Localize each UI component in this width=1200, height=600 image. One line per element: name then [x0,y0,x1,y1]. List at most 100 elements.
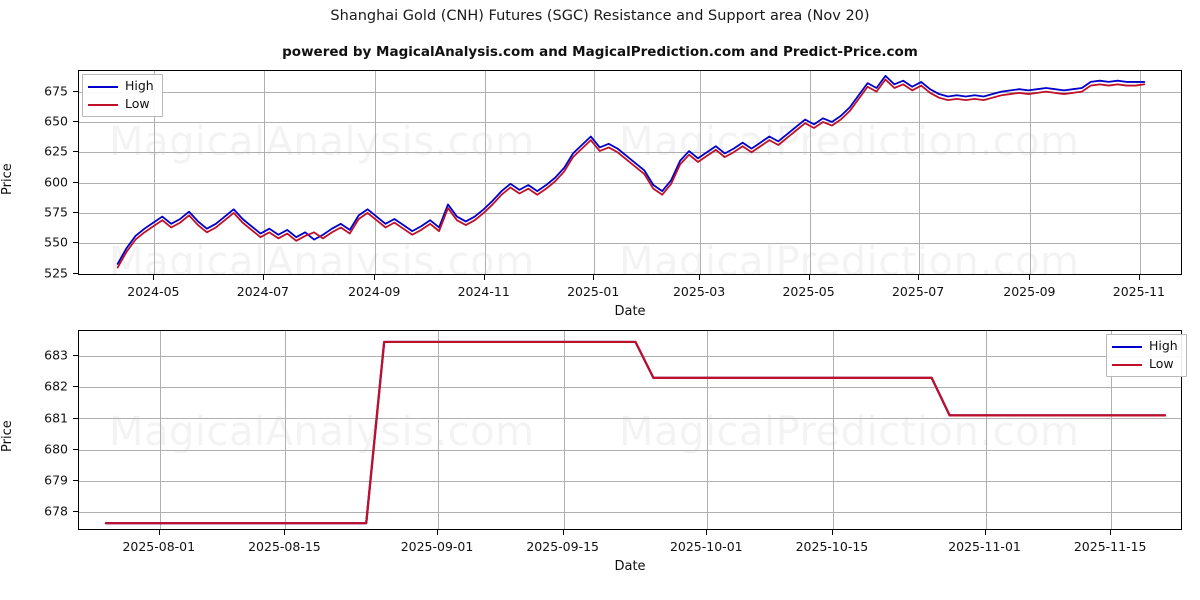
x-axis-label: Date [614,559,646,574]
x-tick-mark [699,275,701,280]
gridline-h [79,213,1181,214]
x-tick-label-2025-08-15: 2025-08-15 [248,539,321,554]
x-tick-mark [706,530,708,535]
gridline-v [564,331,565,529]
legend-row-high: High [88,79,154,94]
legend-swatch-high [1112,345,1142,348]
gridline-h [79,481,1181,482]
y-tick-label-550: 550 [44,234,68,250]
x-tick-label-2025-05: 2025-05 [782,284,835,299]
x-tick-label-2025-01: 2025-01 [567,284,620,299]
gridline-v [700,71,701,274]
x-tick-label-2025-03: 2025-03 [672,284,726,299]
y-tick-label-525: 525 [44,265,68,281]
series-line-low [116,78,1146,269]
gridline-h [79,92,1181,93]
y-tick-mark [73,120,78,122]
gridline-v [485,71,486,274]
x-tick-mark [158,530,160,535]
series-line-high [104,340,1167,525]
gridline-v [594,71,595,274]
x-tick-label-2025-10-01: 2025-10-01 [669,539,743,554]
y-tick-label-680: 680 [44,441,68,457]
y-tick-mark [73,272,78,274]
gridline-v [285,331,286,529]
x-tick-mark [562,530,564,535]
y-tick-mark [73,511,78,513]
y-tick-label-650: 650 [44,113,68,129]
y-tick-label-679: 679 [44,472,68,488]
x-tick-label-2024-05: 2024-05 [127,284,180,299]
y-axis-label: Price [0,420,15,452]
gridline-v [438,331,439,529]
page-subtitle: powered by MagicalAnalysis.com and Magic… [282,44,918,60]
gridline-v [375,71,376,274]
legend-label-high: High [1149,338,1178,354]
legend-swatch-high [88,85,118,88]
legend-row-low: Low [88,97,154,112]
x-tick-label-2025-07: 2025-07 [891,284,945,299]
x-tick-mark [284,530,286,535]
x-tick-label-2024-11: 2024-11 [457,284,510,299]
gridline-h [79,243,1181,244]
gridline-h [79,122,1181,123]
y-tick-label-681: 681 [44,410,68,425]
x-tick-mark [984,530,986,535]
y-tick-label-678: 678 [44,503,68,519]
bottom-plot-area: MagicalAnalysis.com MagicalPrediction.co… [78,330,1182,530]
gridline-h [79,418,1181,419]
x-tick-label-2025-11-15: 2025-11-15 [1073,539,1147,554]
x-tick-label-2024-07: 2024-07 [236,284,289,299]
x-tick-mark [262,275,264,280]
x-tick-label-2025-11: 2025-11 [1112,284,1166,299]
x-tick-label-2025-09-15: 2025-09-15 [526,539,599,554]
legend-label-low: Low [125,96,150,112]
y-tick-mark [73,151,78,153]
gridline-h [79,512,1181,513]
y-tick-label-575: 575 [44,204,68,220]
y-tick-mark [73,242,78,244]
x-tick-mark [593,275,595,280]
gridline-h [79,183,1181,184]
x-axis-label: Date [614,304,646,319]
x-tick-label-2025-08-01: 2025-08-01 [122,539,196,554]
bottom-legend: High Low [1106,334,1187,377]
gridline-v [810,71,811,274]
legend-swatch-low [1112,363,1142,366]
x-tick-label-2025-11-01: 2025-11-01 [948,539,1021,554]
top-legend: High Low [82,74,163,117]
gridline-v [160,331,161,529]
y-tick-label-682: 682 [44,378,68,394]
x-tick-label-2025-10-15: 2025-10-15 [795,539,869,554]
gridline-h [79,152,1181,153]
x-tick-mark [437,530,439,535]
top-series-lines [116,74,1146,269]
x-tick-mark [808,275,810,280]
gridline-h [79,387,1181,388]
gridline-v [919,71,920,274]
y-tick-mark [73,448,78,450]
x-tick-mark [374,275,376,280]
legend-swatch-low [88,103,118,106]
x-tick-mark [483,275,485,280]
x-tick-mark [153,275,155,280]
x-tick-label-2025-09: 2025-09 [1003,284,1056,299]
x-tick-mark [1138,275,1140,280]
legend-label-low: Low [1149,356,1174,372]
gridline-v [1140,71,1141,274]
y-tick-mark [73,355,78,356]
y-tick-label-675: 675 [44,83,68,99]
x-tick-mark [1029,275,1031,280]
page-title: Shanghai Gold (CNH) Futures (SGC) Resist… [330,8,870,24]
series-line-high [116,74,1146,265]
gridline-v [833,331,834,529]
legend-label-high: High [125,78,154,94]
x-tick-label-2024-09: 2024-09 [348,284,401,299]
gridline-h [79,356,1181,357]
legend-row-high: High [1112,339,1178,354]
gridline-v [707,331,708,529]
x-tick-mark [1110,530,1112,535]
y-tick-mark [73,181,78,183]
gridline-v [1111,331,1112,529]
bottom-series-lines [104,340,1167,525]
